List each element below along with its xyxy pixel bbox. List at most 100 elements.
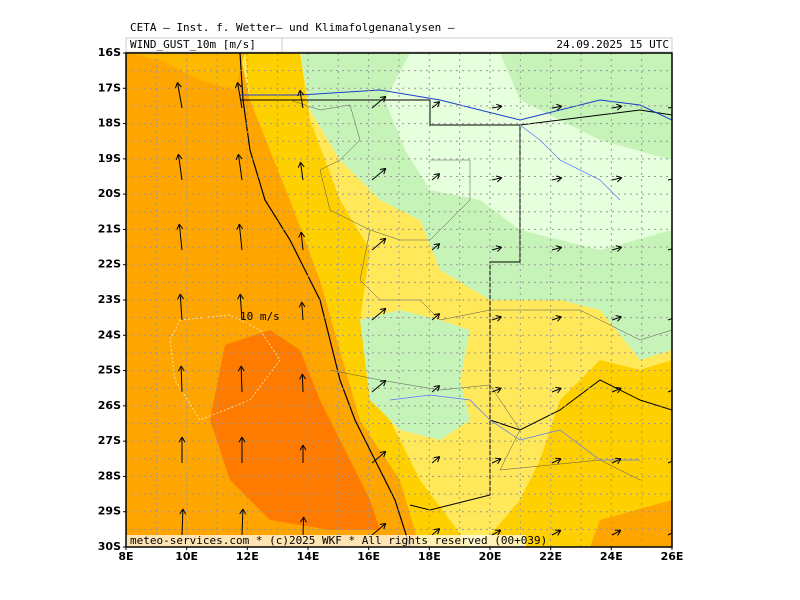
arrow-head	[557, 177, 563, 183]
arrow-head	[383, 238, 387, 245]
arrow-shaft	[299, 162, 304, 181]
river	[240, 89, 672, 121]
arrow-head	[235, 154, 239, 161]
arrow-head	[383, 168, 387, 175]
arrow-shaft	[551, 246, 562, 251]
arrow-shaft	[551, 316, 562, 321]
arrow-shaft	[611, 246, 622, 251]
wind-arrow	[491, 315, 502, 322]
lon-label: 26E	[661, 550, 684, 563]
river	[389, 394, 640, 461]
arrow-shaft	[431, 243, 440, 251]
lon-label: 8E	[118, 550, 133, 563]
wind-arrow	[431, 313, 441, 321]
border	[489, 379, 672, 431]
lat-label: 16S	[98, 46, 121, 59]
arrow-head	[557, 458, 562, 464]
arrow-head	[495, 245, 502, 248]
arrow-head	[672, 104, 678, 106]
arrow-head	[556, 103, 563, 107]
arrow-shaft	[491, 529, 502, 536]
wind-arrow	[176, 223, 184, 251]
arrow-shaft	[176, 82, 183, 109]
wind-arrow	[491, 245, 502, 252]
wind-arrow	[177, 293, 184, 321]
arrow-head	[615, 457, 622, 460]
wind-arrow	[298, 231, 306, 251]
arrow-shaft	[299, 90, 304, 109]
arrow-head	[379, 95, 386, 98]
lon-label: 18E	[418, 550, 441, 563]
arrow-head	[379, 522, 386, 525]
arrow-head	[301, 373, 306, 380]
wind-arrow	[431, 528, 441, 536]
arrow-head	[239, 293, 244, 300]
wind-arrow	[297, 161, 305, 181]
arrow-head	[617, 246, 622, 252]
arrow-head	[555, 386, 562, 389]
lat-label: 19S	[98, 152, 121, 165]
arrow-shaft	[551, 529, 562, 536]
arrow-head	[437, 101, 441, 108]
field-light-green	[385, 53, 672, 250]
arrow-head	[617, 530, 622, 536]
wind-arrow	[299, 373, 306, 393]
arrow-head	[379, 450, 386, 453]
arrow-head	[674, 388, 678, 393]
arrow-head	[555, 245, 562, 248]
wind-arrow	[235, 153, 243, 181]
arrow-head	[437, 173, 441, 180]
province-line	[359, 229, 672, 341]
arrow-shaft	[301, 302, 304, 321]
wind-arrow	[611, 315, 622, 322]
arrow-shaft	[179, 294, 183, 321]
arrow-head	[300, 231, 306, 238]
border	[240, 99, 521, 511]
arrow-shaft	[551, 105, 562, 109]
wind-arrow	[238, 436, 246, 463]
lon-label: 12E	[236, 550, 259, 563]
arrow-shaft	[667, 178, 672, 181]
arrow-shaft	[431, 313, 440, 321]
arrow-head	[497, 387, 502, 394]
arrow-head	[557, 246, 562, 252]
arrow-shaft	[611, 458, 622, 464]
wind-arrows	[174, 82, 678, 536]
province-line	[289, 99, 471, 241]
arrow-head	[433, 173, 440, 176]
arrow-head	[495, 315, 502, 318]
arrow-shaft	[551, 387, 562, 393]
arrow-head	[301, 301, 306, 308]
arrow-head	[234, 82, 238, 89]
river	[519, 124, 621, 201]
arrow-head	[673, 106, 678, 110]
arrow-head	[615, 175, 622, 179]
arrow-shaft	[431, 385, 440, 393]
arrow-head	[237, 365, 242, 372]
arrow-head	[433, 101, 440, 104]
wind-arrow	[667, 315, 672, 321]
arrow-head	[557, 530, 562, 536]
arrow-head	[617, 387, 622, 394]
header-title: CETA — Inst. f. Wetter— und Klimafolgena…	[130, 21, 455, 34]
arrow-shaft	[491, 177, 502, 181]
wind-arrow	[611, 529, 622, 536]
arrow-head	[178, 436, 183, 443]
arrow-head	[383, 451, 387, 458]
wind-arrow	[371, 379, 387, 393]
arrow-head	[673, 178, 677, 182]
reference-label: 10 m/s	[240, 310, 280, 323]
wind-arrow	[551, 175, 563, 183]
lat-label: 25S	[98, 364, 121, 377]
arrow-shaft	[611, 105, 622, 109]
wind-arrow	[431, 243, 441, 251]
wind-arrow	[371, 167, 387, 181]
arrow-shaft	[177, 154, 183, 181]
lat-label: 23S	[98, 293, 121, 306]
arrow-head	[674, 530, 677, 535]
arrow-shaft	[181, 508, 184, 536]
arrow-head	[497, 530, 502, 536]
lat-label: 30S	[98, 540, 121, 553]
arrow-shaft	[431, 101, 440, 109]
lat-label: 21S	[98, 222, 121, 235]
